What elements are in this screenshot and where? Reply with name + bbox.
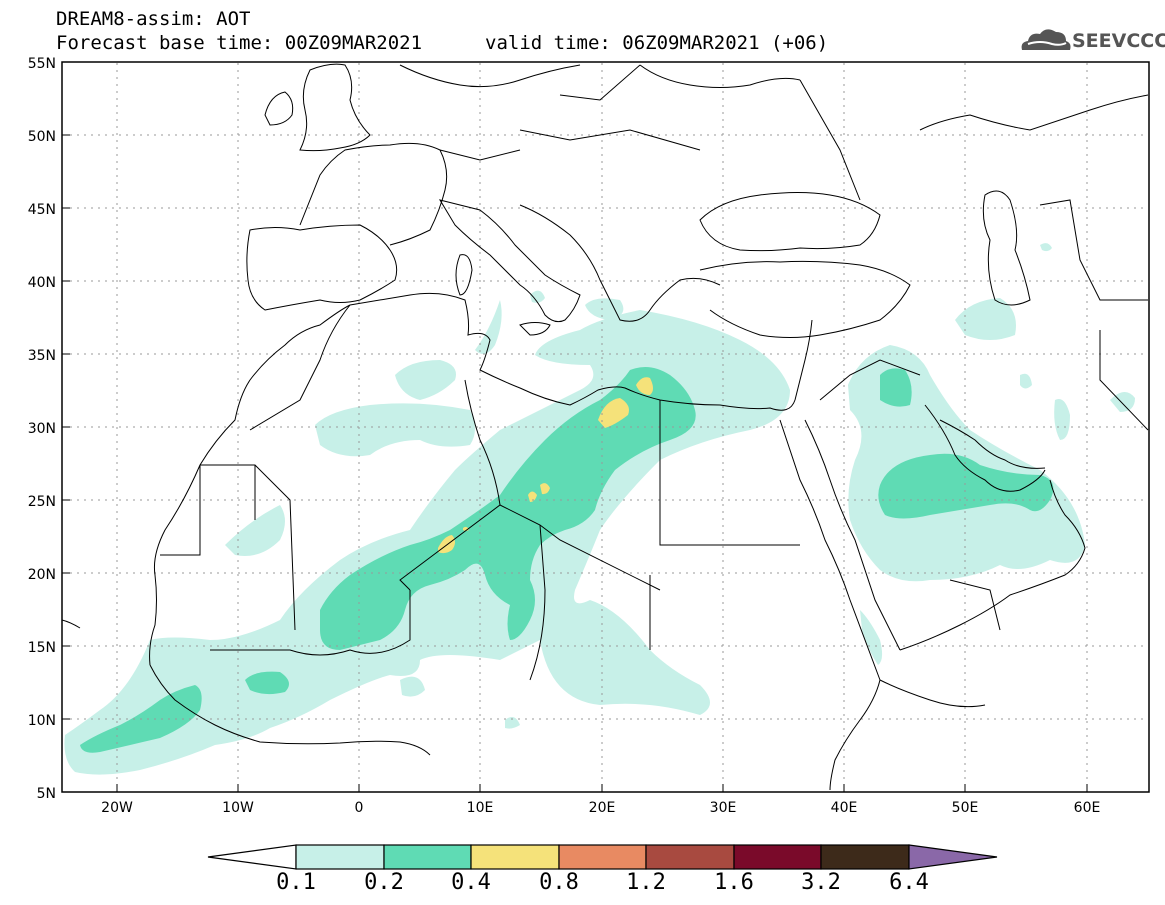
lat-label: 25N (28, 494, 56, 510)
lon-label: 40E (831, 800, 858, 816)
colorbar-segment (295, 844, 385, 870)
lon-label: 60E (1074, 800, 1101, 816)
colorbar-label: 0.1 (276, 870, 316, 895)
colorbar-label: 0.2 (364, 870, 404, 895)
lon-label: 50E (952, 800, 979, 816)
colorbar-over-arrow (908, 844, 998, 870)
logo-text: SEEVCCC (1072, 30, 1165, 52)
lon-label: 10E (467, 800, 494, 816)
colorbar-label: 3.2 (801, 870, 841, 895)
colorbar-label: 1.2 (626, 870, 666, 895)
lon-label: 20W (101, 800, 133, 816)
aot-level-0.1 (64, 243, 1135, 775)
longitude-labels: 20W 10W 0 10E 20E 30E 40E 50E 60E (101, 800, 1100, 816)
lon-label: 30E (710, 800, 737, 816)
colorbar-segment (820, 844, 910, 870)
colorbar-label: 6.4 (889, 870, 929, 895)
colorbar (207, 844, 998, 870)
colorbar-segment (733, 844, 822, 870)
colorbar-segment (645, 844, 735, 870)
colorbar-segment (558, 844, 647, 870)
lat-label: 35N (28, 348, 56, 364)
coastlines-and-borders (62, 63, 1149, 791)
model-title: DREAM8-assim: AOT (56, 8, 251, 30)
lat-label: 5N (37, 786, 56, 802)
colorbar-label: 0.4 (451, 870, 491, 895)
colorbar-under-arrow (207, 844, 297, 870)
axis-ticks (62, 134, 1088, 792)
lat-label: 50N (28, 129, 56, 145)
latitude-labels: 55N 50N 45N 40N 35N 30N 25N 20N 15N 10N … (28, 56, 56, 802)
map-gridlines (63, 63, 1148, 791)
forecast-base-time: Forecast base time: 00Z09MAR2021 (56, 32, 423, 54)
lat-label: 15N (28, 640, 56, 656)
aot-field (64, 243, 1135, 775)
colorbar-label: 1.6 (714, 870, 754, 895)
lat-label: 10N (28, 713, 56, 729)
colorbar-segment (383, 844, 472, 870)
colorbar-segment (470, 844, 560, 870)
lat-label: 30N (28, 421, 56, 437)
lon-label: 10W (222, 800, 254, 816)
lat-label: 55N (28, 56, 56, 72)
cloud-icon (1021, 29, 1071, 50)
lat-label: 20N (28, 567, 56, 583)
valid-time: valid time: 06Z09MAR2021 (+06) (485, 32, 829, 54)
lat-label: 40N (28, 275, 56, 291)
colorbar-label: 0.8 (539, 870, 579, 895)
aot-level-0.4 (438, 377, 653, 554)
lon-label: 0 (355, 800, 364, 816)
lat-label: 45N (28, 202, 56, 218)
lon-label: 20E (589, 800, 616, 816)
